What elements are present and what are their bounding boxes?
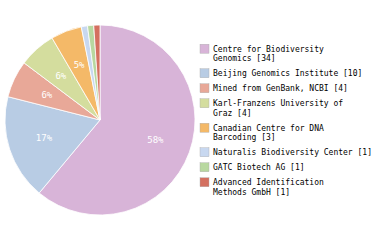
legend-swatch — [200, 44, 209, 53]
legend-label: Naturalis Biodiversity Center [1] — [213, 148, 372, 157]
data-label: 58% — [147, 135, 164, 145]
legend-item: Naturalis Biodiversity Center [1] — [200, 148, 372, 158]
pie-slice — [94, 25, 100, 120]
legend-swatch — [200, 69, 209, 78]
pie — [5, 25, 195, 215]
legend-item: Karl-Franzens University ofGraz [4] — [200, 99, 343, 118]
data-label: 6% — [41, 90, 52, 100]
legend-label: Karl-Franzens University ofGraz [4] — [213, 99, 343, 118]
legend-item: Centre for BiodiversityGenomics [34] — [200, 44, 324, 63]
legend-item: Canadian Centre for DNABarcoding [3] — [200, 123, 324, 142]
legend-item: Beijing Genomics Institute [10] — [200, 69, 362, 79]
data-label: 17% — [36, 133, 53, 143]
legend-swatch — [200, 178, 209, 187]
data-labels: 58% 17% 6%6% 5% — [36, 60, 164, 145]
legend-label: Canadian Centre for DNABarcoding [3] — [213, 124, 324, 143]
legend-label: Advanced IdentificationMethods GmbH [1] — [213, 178, 324, 197]
legend-label: Beijing Genomics Institute [10] — [213, 69, 362, 78]
legend-swatch — [200, 99, 209, 108]
legend-item: Advanced IdentificationMethods GmbH [1] — [200, 178, 324, 197]
legend-swatch — [200, 163, 209, 172]
data-label: 6% — [55, 71, 66, 81]
legend-label: Centre for BiodiversityGenomics [34] — [213, 45, 324, 64]
legend-item: GATC Biotech AG [1] — [200, 163, 305, 173]
legend-swatch — [200, 148, 209, 157]
legend-swatch — [200, 123, 209, 132]
legend-label: Mined from GenBank, NCBI [4] — [213, 84, 348, 93]
data-label: 5% — [74, 60, 85, 70]
legend-label: GATC Biotech AG [1] — [213, 163, 305, 172]
legend-swatch — [200, 84, 209, 93]
chart: 58% 17% 6%6% 5% Centre for BiodiversityGenom… — [0, 0, 380, 240]
pie-slice — [81, 26, 100, 120]
pie-slice — [87, 25, 100, 120]
legend: Centre for BiodiversityGenomics [34] Beij… — [200, 44, 372, 197]
legend-item: Mined from GenBank, NCBI [4] — [200, 84, 348, 94]
